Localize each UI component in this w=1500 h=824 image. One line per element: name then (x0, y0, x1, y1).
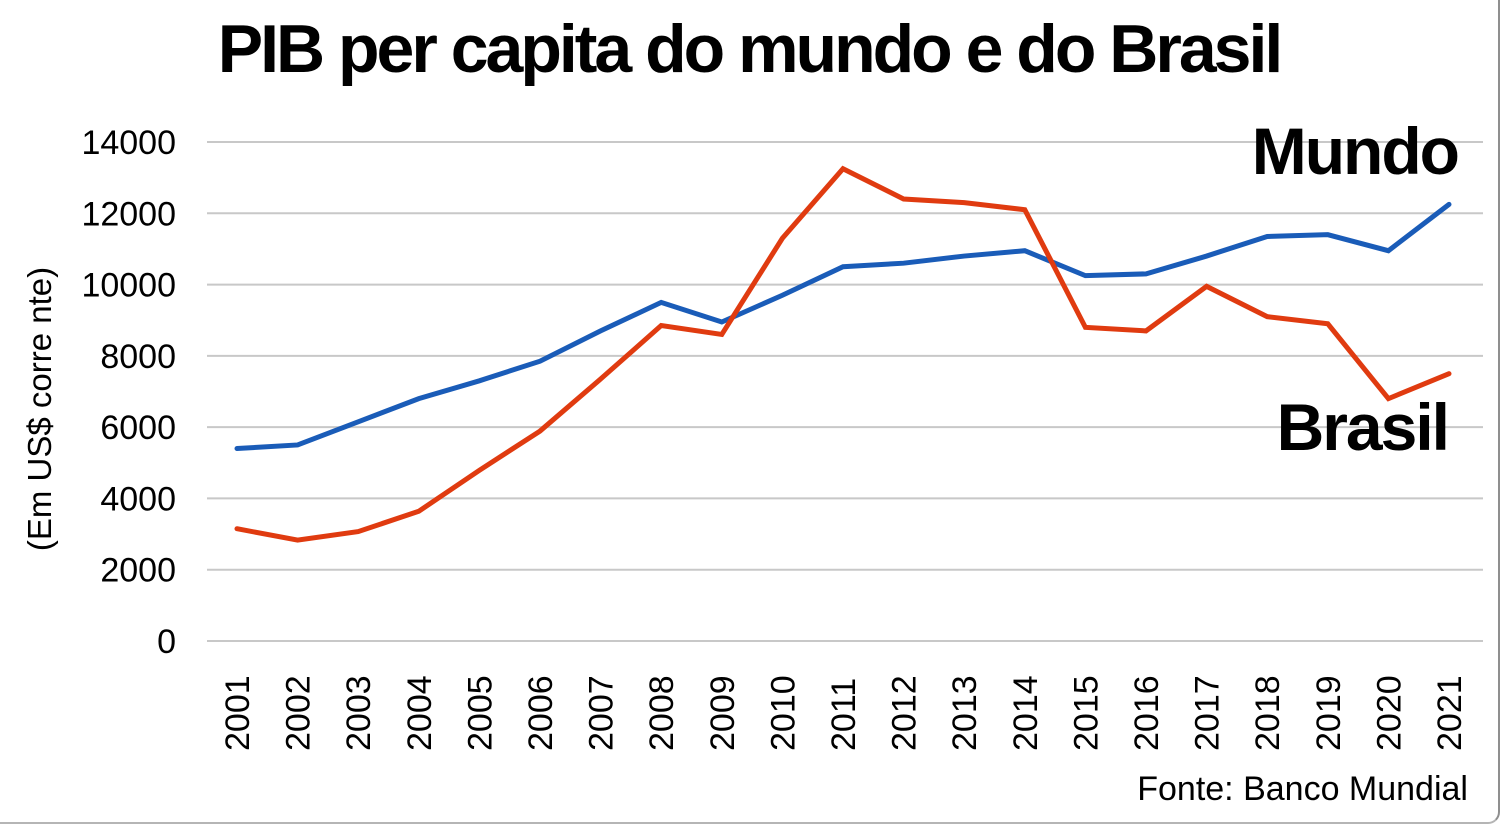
y-tick-label-6000: 6000 (100, 409, 176, 447)
y-tick-label-2000: 2000 (100, 552, 176, 590)
series-label-brasil: Brasil (1276, 390, 1450, 464)
x-tick-label-2018: 2018 (1249, 675, 1287, 751)
source-note: Fonte: Banco Mundial (1137, 770, 1468, 808)
y-tick-label-4000: 4000 (100, 480, 176, 518)
series-line-mundo (234, 201, 1452, 452)
chart-title: PIB per capita do mundo e do Brasil (217, 11, 1284, 87)
x-tick-label-2015: 2015 (1067, 675, 1105, 751)
x-tick-label-2005: 2005 (461, 675, 499, 751)
x-tick-label-2012: 2012 (886, 675, 924, 751)
x-tick-label-2020: 2020 (1370, 675, 1408, 751)
x-tick-label-2006: 2006 (522, 675, 560, 751)
x-tick-label-2016: 2016 (1128, 675, 1166, 751)
x-tick-label-2017: 2017 (1189, 675, 1227, 751)
y-tick-label-0: 0 (157, 623, 176, 661)
x-tick-label-2009: 2009 (704, 675, 742, 751)
y-axis-title: (Em US$ corre nte) (21, 266, 58, 552)
y-tick-label-14000: 14000 (81, 124, 176, 162)
y-tick-label-8000: 8000 (100, 338, 176, 376)
x-tick-label-2021: 2021 (1431, 675, 1469, 751)
series-label-mundo: Mundo (1251, 114, 1460, 188)
x-tick-label-2019: 2019 (1310, 675, 1348, 751)
x-tick-label-2010: 2010 (764, 675, 802, 751)
y-tick-label-10000: 10000 (81, 267, 176, 305)
x-tick-label-2013: 2013 (946, 675, 984, 751)
x-tick-label-2001: 2001 (219, 675, 257, 751)
x-tick-label-2003: 2003 (340, 675, 378, 751)
x-tick-label-2008: 2008 (643, 675, 681, 751)
x-tick-label-2002: 2002 (280, 675, 318, 751)
y-tick-label-12000: 12000 (81, 195, 176, 233)
x-tick-label-2011: 2011 (825, 678, 863, 751)
series-line-brasil (234, 165, 1452, 543)
x-tick-label-2007: 2007 (583, 675, 621, 751)
x-tick-label-2004: 2004 (401, 675, 439, 751)
x-tick-label-2014: 2014 (1007, 675, 1045, 751)
